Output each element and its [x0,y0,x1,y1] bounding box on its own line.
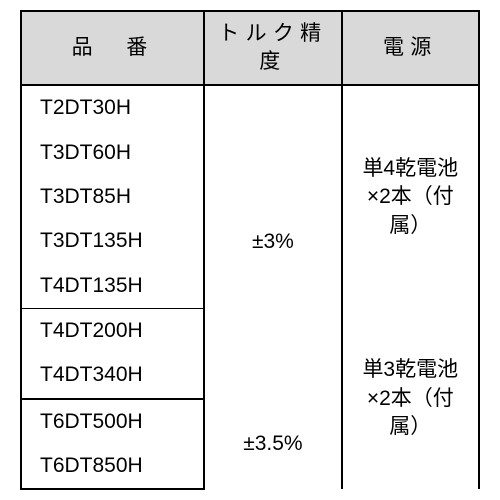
accuracy-cell: ±3.5% [204,399,341,490]
model-cell: T3DT60H [21,131,204,175]
model-cell: T6DT500H [21,399,204,444]
power-cell: 単3乾電池 ×2本（付属） [342,309,479,490]
model-cell: T4DT340H [21,353,204,398]
table-row: T2DT30H ±3% 単4乾電池 ×2本（付属） [21,85,479,130]
model-cell: T4DT135H [21,264,204,309]
model-cell: T2DT30H [21,85,204,130]
spec-table: 品 番 トルク精度 電源 T2DT30H ±3% 単4乾電池 ×2本（付属） T… [20,10,480,491]
table-header-row: 品 番 トルク精度 電源 [21,11,479,86]
header-accuracy: トルク精度 [204,11,341,86]
model-cell: T4DT200H [21,309,204,354]
power-line: 単3乾電池 [362,358,458,381]
power-cell: 単4乾電池 ×2本（付属） [342,85,479,308]
header-power: 電源 [342,11,479,86]
model-cell: T3DT85H [21,175,204,219]
model-cell: T6DT850H [21,444,204,489]
header-model: 品 番 [21,11,204,86]
accuracy-cell: ±3% [204,85,341,398]
spec-table-container: 品 番 トルク精度 電源 T2DT30H ±3% 単4乾電池 ×2本（付属） T… [20,10,480,491]
power-line: ×2本（付属） [367,387,454,438]
power-line: 単4乾電池 [362,157,458,180]
model-cell: T3DT135H [21,219,204,263]
power-line: ×2本（付属） [367,185,454,236]
